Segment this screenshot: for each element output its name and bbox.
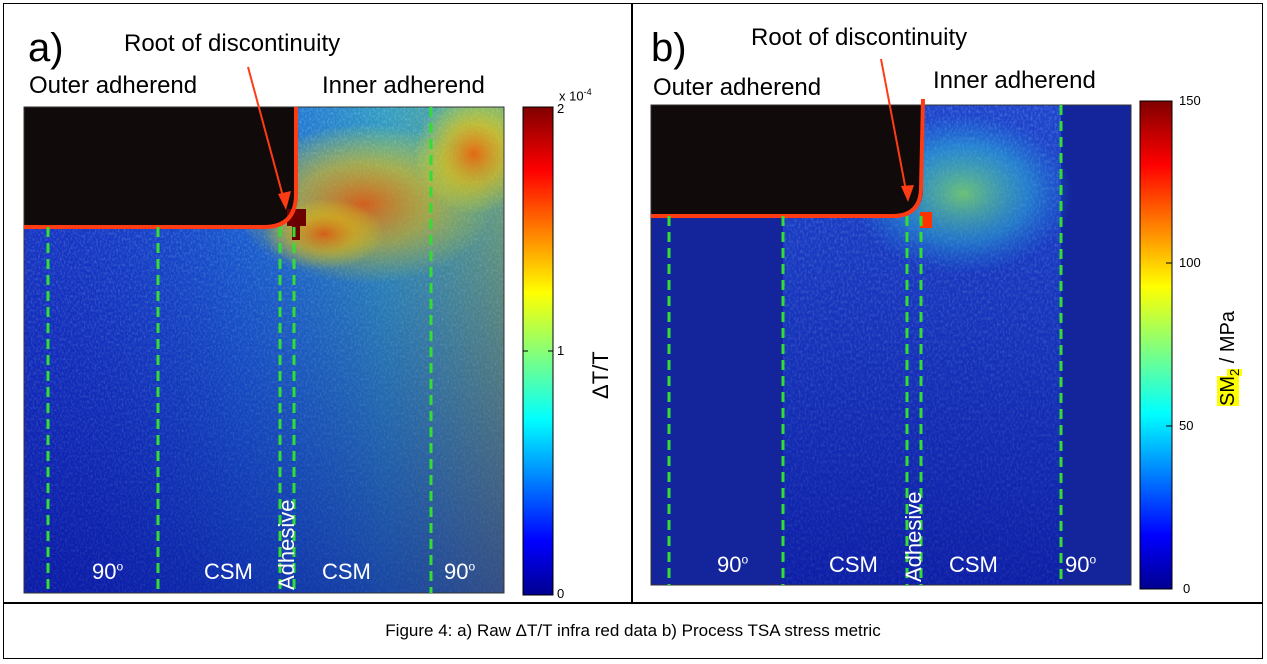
root-hotspot bbox=[920, 212, 932, 228]
root-label: Root of discontinuity bbox=[751, 24, 968, 51]
colorbar bbox=[1139, 100, 1173, 590]
panel-a: a) Root of discontinuity Outer adherend … bbox=[4, 4, 631, 602]
outer-adherend-label: Outer adherend bbox=[653, 74, 822, 101]
figure-caption: Figure 4: a) Raw ΔT/T infra red data b) … bbox=[385, 620, 881, 640]
colorbar-tick-label: 0 bbox=[1183, 581, 1191, 596]
adherend-boundary bbox=[651, 98, 925, 218]
region-label-csm: CSM bbox=[949, 552, 998, 577]
panel-divider bbox=[631, 3, 633, 603]
colorbar-label: SM2 / MPa bbox=[1217, 310, 1242, 406]
region-label-csm: CSM bbox=[829, 552, 878, 577]
inner-adherend-label: Inner adherend bbox=[933, 67, 1096, 94]
colorbar-tick-label: 2 bbox=[557, 101, 565, 116]
figure-frame bbox=[3, 3, 1263, 659]
outer-adherend-label: Outer adherend bbox=[29, 72, 198, 99]
root-label: Root of discontinuity bbox=[124, 30, 341, 57]
region-label-90: 90o bbox=[444, 559, 476, 584]
root-arrowhead bbox=[278, 191, 291, 210]
colorbar-tick-label: 100 bbox=[1179, 255, 1201, 270]
stress-map bbox=[651, 105, 1131, 585]
region-label-adhesive: Adhesive bbox=[901, 491, 926, 582]
region-label-90: 90o bbox=[1065, 552, 1097, 577]
region-label-adhesive: Adhesive bbox=[274, 499, 299, 590]
panel-b-figure bbox=[650, 58, 1173, 590]
panel-label: b) bbox=[651, 26, 687, 70]
root-arrow bbox=[880, 58, 908, 197]
root-arrow bbox=[247, 66, 286, 205]
colorbar-ticks bbox=[1166, 262, 1172, 427]
thermal-map bbox=[24, 107, 504, 593]
panel-label: a) bbox=[28, 26, 64, 70]
layer-dividers bbox=[46, 107, 433, 593]
root-arrowhead bbox=[901, 185, 914, 202]
region-label-90: 90o bbox=[717, 552, 749, 577]
masked-region bbox=[24, 107, 296, 227]
inner-adherend-label: Inner adherend bbox=[322, 72, 485, 99]
masked-region bbox=[651, 105, 923, 216]
region-label-csm: CSM bbox=[204, 559, 253, 584]
colorbar-tick-label: 1 bbox=[557, 343, 565, 358]
panel-a-figure bbox=[23, 66, 554, 596]
colorbar-multiplier: x 10-4 bbox=[559, 87, 592, 104]
layer-dividers bbox=[667, 105, 1063, 585]
colorbar-tick-label: 150 bbox=[1179, 93, 1201, 108]
panel-b: b) Root of discontinuity Outer adherend … bbox=[633, 4, 1263, 602]
caption-divider bbox=[3, 602, 1263, 604]
adherend-boundary bbox=[24, 107, 298, 229]
colorbar-label: ΔT/T bbox=[588, 351, 613, 399]
colorbar-tick-label: 0 bbox=[557, 586, 565, 601]
colorbar-tick-label: 50 bbox=[1179, 418, 1194, 433]
region-label-csm: CSM bbox=[322, 559, 371, 584]
region-label-90: 90o bbox=[92, 559, 124, 584]
